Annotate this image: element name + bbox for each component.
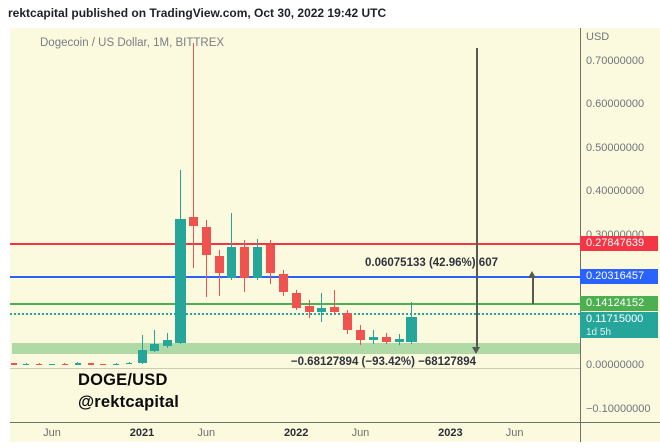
candle-jul-2022 <box>368 337 378 341</box>
price-axis: USD 0.70000000 0.60000000 0.50000000 0.4000… <box>580 28 660 442</box>
time-tick-2022-12: 2022 <box>283 427 309 439</box>
gain-measure-arrowhead-up <box>528 270 537 278</box>
price-tick-0.60000000: 0.60000000 <box>586 98 645 110</box>
price-badge-current-price: 0.11715000 1d 5h <box>580 312 658 339</box>
time-tick-Jun--7: Jun <box>43 427 61 439</box>
candle-wick <box>334 290 336 315</box>
drop-measure-line <box>475 47 478 349</box>
support-zone-band <box>12 343 580 354</box>
price-badge-level-green: 0.14124152 <box>580 296 658 312</box>
candle-jul-2020 <box>61 363 68 366</box>
candle-nov-2021 <box>266 244 275 273</box>
candle-wick <box>154 330 156 352</box>
time-tick-Jun-17: Jun <box>351 427 370 439</box>
time-axis: Jun 2021 Jun 2022 Jun 2023 Jun <box>10 422 660 442</box>
candle-oct-2021 <box>253 247 263 278</box>
candle-sep-2021 <box>240 247 250 278</box>
candle-wick <box>192 43 194 268</box>
price-badge-resistance-red: 0.27847639 <box>580 236 658 252</box>
candle-wick <box>77 362 79 365</box>
candle-feb-2021 <box>150 344 160 352</box>
price-line-current-price <box>10 313 580 316</box>
candle-aug-2020 <box>74 363 81 365</box>
candle-jan-2021 <box>137 350 147 364</box>
current-price-value: 0.11715000 <box>586 313 644 326</box>
candle-may-2022 <box>343 312 353 331</box>
candle-wick <box>372 330 374 345</box>
watermark: DOGE/USD @rektcapital <box>78 369 179 413</box>
candle-wick <box>167 332 169 348</box>
candle-jul-2021 <box>214 255 224 273</box>
price-tick-0.50000000: 0.50000000 <box>586 141 645 154</box>
price-axis-separator <box>580 28 581 442</box>
candle-apr-2020 <box>23 363 30 366</box>
candle-jun-2020 <box>49 363 56 366</box>
candle-apr-2022 <box>330 307 340 312</box>
price-badge-level-blue: 0.20316457 <box>580 269 658 285</box>
candle-may-2020 <box>36 363 43 366</box>
candle-dec-2020 <box>126 362 133 365</box>
candle-jun-2022 <box>355 330 365 341</box>
candle-wick <box>218 250 220 296</box>
candle-wick <box>321 292 323 322</box>
candle-aug-2021 <box>227 247 237 278</box>
candle-sep-2022 <box>394 338 404 342</box>
candle-wick <box>141 334 143 365</box>
plot-area: DOGE/USD @rektcapital −0.68127894 (−93.4… <box>10 28 580 442</box>
candle-apr-2021 <box>175 218 187 343</box>
time-tick-2023-24: 2023 <box>438 427 463 439</box>
candle-wick <box>231 213 233 281</box>
candle-oct-2020 <box>100 363 107 366</box>
price-line-level-blue <box>10 275 580 278</box>
time-axis-separator <box>10 422 660 423</box>
drop-measure-label: −0.68127894 (−93.42%) −68127894 <box>290 356 476 368</box>
gain-measure-label: 0.06075133 (42.96%) 607 <box>365 257 498 269</box>
candle-aug-2022 <box>381 337 391 342</box>
candle-nov-2020 <box>113 363 120 366</box>
candle-mar-2020 <box>10 363 17 365</box>
time-tick-2021-0: 2021 <box>129 427 155 439</box>
candle-sep-2020 <box>87 363 94 365</box>
candle-mar-2021 <box>163 340 173 346</box>
bar-close-countdown: 1d 5h <box>586 327 612 339</box>
watermark-symbol: DOGE/USD <box>78 371 168 389</box>
candle-wick <box>205 220 207 298</box>
chart-panel: DOGE/USD @rektcapital −0.68127894 (−93.4… <box>10 28 660 442</box>
drop-measure-arrowhead-down <box>472 347 481 355</box>
price-tick-0.40000000: 0.40000000 <box>586 185 645 197</box>
price-axis-currency: USD <box>586 31 610 43</box>
watermark-handle: @rektcapital <box>78 393 180 411</box>
candle-mar-2022 <box>317 308 327 312</box>
price-line-resistance-red <box>10 242 580 245</box>
candle-oct-2022 <box>406 317 418 342</box>
candle-jun-2021 <box>201 227 211 255</box>
price-tick-0.00000000: 0.00000000 <box>586 359 645 371</box>
chart-title: Dogecoin / US Dollar, 1M, BITTREX <box>40 37 225 49</box>
gain-measure-line <box>531 276 534 304</box>
price-line-baseline-guide <box>10 367 580 369</box>
candle-dec-2021 <box>278 274 288 292</box>
publish-header: rektcapital published on TradingView.com… <box>8 6 387 20</box>
price-tick-0.70000000: 0.70000000 <box>586 54 645 67</box>
time-tick-Jun-29: Jun <box>505 427 524 439</box>
price-tick-−0.10000000: −0.10000000 <box>586 402 651 415</box>
candle-feb-2022 <box>304 305 314 312</box>
candle-may-2021 <box>188 217 198 226</box>
time-tick-Jun-5: Jun <box>197 427 216 439</box>
candle-jan-2022 <box>291 292 301 308</box>
